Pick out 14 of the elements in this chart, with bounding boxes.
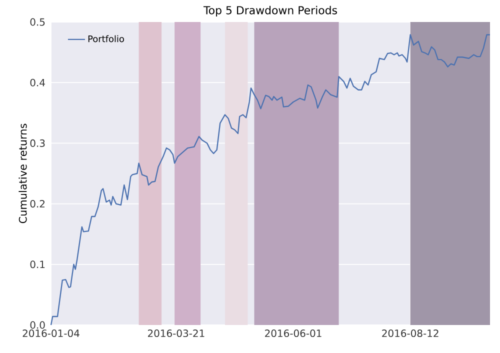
line-series <box>50 34 491 326</box>
y-tick-label: 0.5 <box>30 18 45 26</box>
x-tick-label: 2016-08-12 <box>382 330 438 338</box>
legend-label: Portfolio <box>88 35 124 42</box>
x-tick-label: 2016-01-04 <box>22 330 80 338</box>
y-axis-title: Cumulative returns <box>18 124 27 224</box>
y-tick-label: 0.0 <box>30 321 45 329</box>
chart-title: Top 5 Drawdown Periods <box>203 6 337 16</box>
y-tick-label: 0.3 <box>30 139 45 147</box>
x-tick-label: 2016-06-01 <box>265 330 322 338</box>
x-tick-label: 2016-03-21 <box>148 330 204 338</box>
y-tick-label: 0.4 <box>30 78 45 86</box>
y-tick-label: 0.2 <box>30 200 44 208</box>
y-tick-label: 0.1 <box>30 260 45 268</box>
